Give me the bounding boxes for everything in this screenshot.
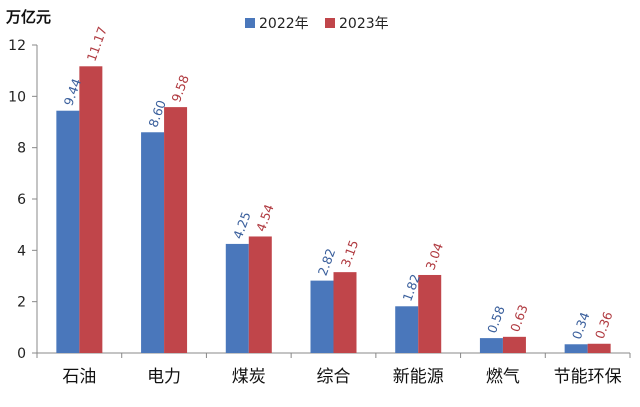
data-label: 0.63 — [507, 303, 531, 334]
legend-swatch — [325, 18, 335, 28]
bar-series-1 — [479, 338, 503, 353]
data-label: 3.04 — [422, 241, 446, 272]
bars — [56, 66, 611, 353]
data-label: 0.58 — [484, 304, 508, 335]
data-label: 9.58 — [168, 73, 192, 104]
data-label: 0.36 — [592, 309, 616, 340]
bar-series-2 — [248, 236, 272, 353]
bar-series-1 — [310, 280, 334, 353]
data-label: 4.25 — [230, 210, 254, 241]
data-label: 0.34 — [569, 310, 593, 341]
x-category-label: 综合 — [317, 367, 351, 387]
bar-series-1 — [141, 132, 165, 353]
bar-series-2 — [418, 274, 442, 353]
y-tick-label: 4 — [17, 243, 26, 259]
legend-label: 2023年 — [339, 16, 389, 32]
x-category-label: 煤炭 — [232, 367, 266, 387]
legend: 2022年 2023年 — [245, 16, 389, 32]
x-category-label: 燃气 — [486, 367, 520, 387]
y-tick-label: 10 — [8, 89, 26, 105]
y-tick-label: 2 — [17, 295, 26, 311]
y-tick-label: 6 — [17, 192, 26, 208]
y-axis-unit-label: 万亿元 — [5, 8, 51, 26]
bar-series-2 — [587, 343, 611, 353]
bar-series-2 — [333, 272, 357, 353]
legend-swatch — [245, 18, 255, 28]
bar-series-2 — [79, 66, 103, 353]
y-tick-label: 0 — [17, 346, 26, 362]
legend-label: 2022年 — [259, 16, 309, 32]
y-tick-label: 8 — [17, 141, 26, 157]
x-category-label: 电力 — [147, 367, 181, 387]
bar-series-1 — [225, 243, 249, 353]
bar-series-1 — [395, 306, 419, 353]
bar-series-1 — [564, 344, 588, 353]
axes: 0 2 4 6 8 10 12 石油 电力 煤炭 综合 新能源 燃气 节能环保 — [8, 38, 631, 387]
data-label: 11.17 — [84, 25, 110, 64]
x-category-label: 节能环保 — [554, 367, 622, 387]
data-label: 3.15 — [338, 238, 362, 269]
bar-series-2 — [164, 107, 188, 353]
bar-series-2 — [502, 336, 526, 353]
data-label: 4.54 — [253, 202, 277, 233]
y-tick-label: 12 — [8, 38, 26, 54]
x-category-label: 新能源 — [393, 367, 444, 387]
x-category-label: 石油 — [62, 367, 96, 387]
bar-series-1 — [56, 110, 80, 353]
